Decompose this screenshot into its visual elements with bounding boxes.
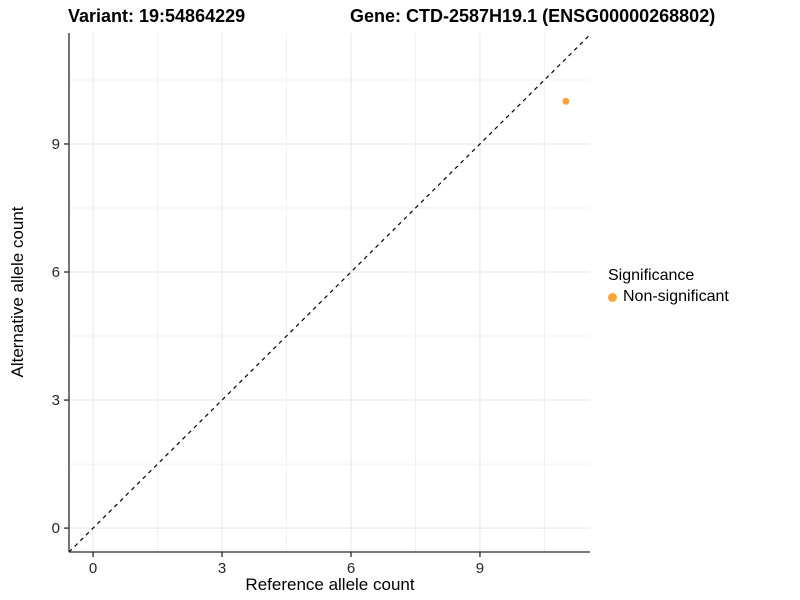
legend-item-non-significant: Non-significant (608, 288, 729, 306)
legend: Significance Non-significant (608, 267, 729, 306)
y-tick-label: 9 (52, 136, 60, 153)
x-tick-label: 3 (218, 560, 226, 577)
x-tick-label: 9 (476, 560, 484, 577)
legend-title: Significance (608, 267, 695, 284)
gene-title: Gene: CTD-2587H19.1 (ENSG00000268802) (350, 6, 716, 26)
y-tick-label: 6 (52, 264, 60, 281)
y-axis-title: Alternative allele count (8, 206, 27, 378)
variant-title: Variant: 19:54864229 (68, 6, 246, 26)
x-axis-title: Reference allele count (245, 575, 415, 594)
y-tick-label: 0 (52, 520, 60, 537)
legend-item-label: Non-significant (623, 288, 729, 305)
identity-dashed-line (68, 34, 591, 553)
circle-icon (608, 292, 617, 302)
data-point (562, 97, 570, 105)
x-tick-label: 6 (347, 560, 355, 577)
y-tick-label: 3 (52, 392, 60, 409)
x-tick-label: 0 (89, 560, 97, 577)
